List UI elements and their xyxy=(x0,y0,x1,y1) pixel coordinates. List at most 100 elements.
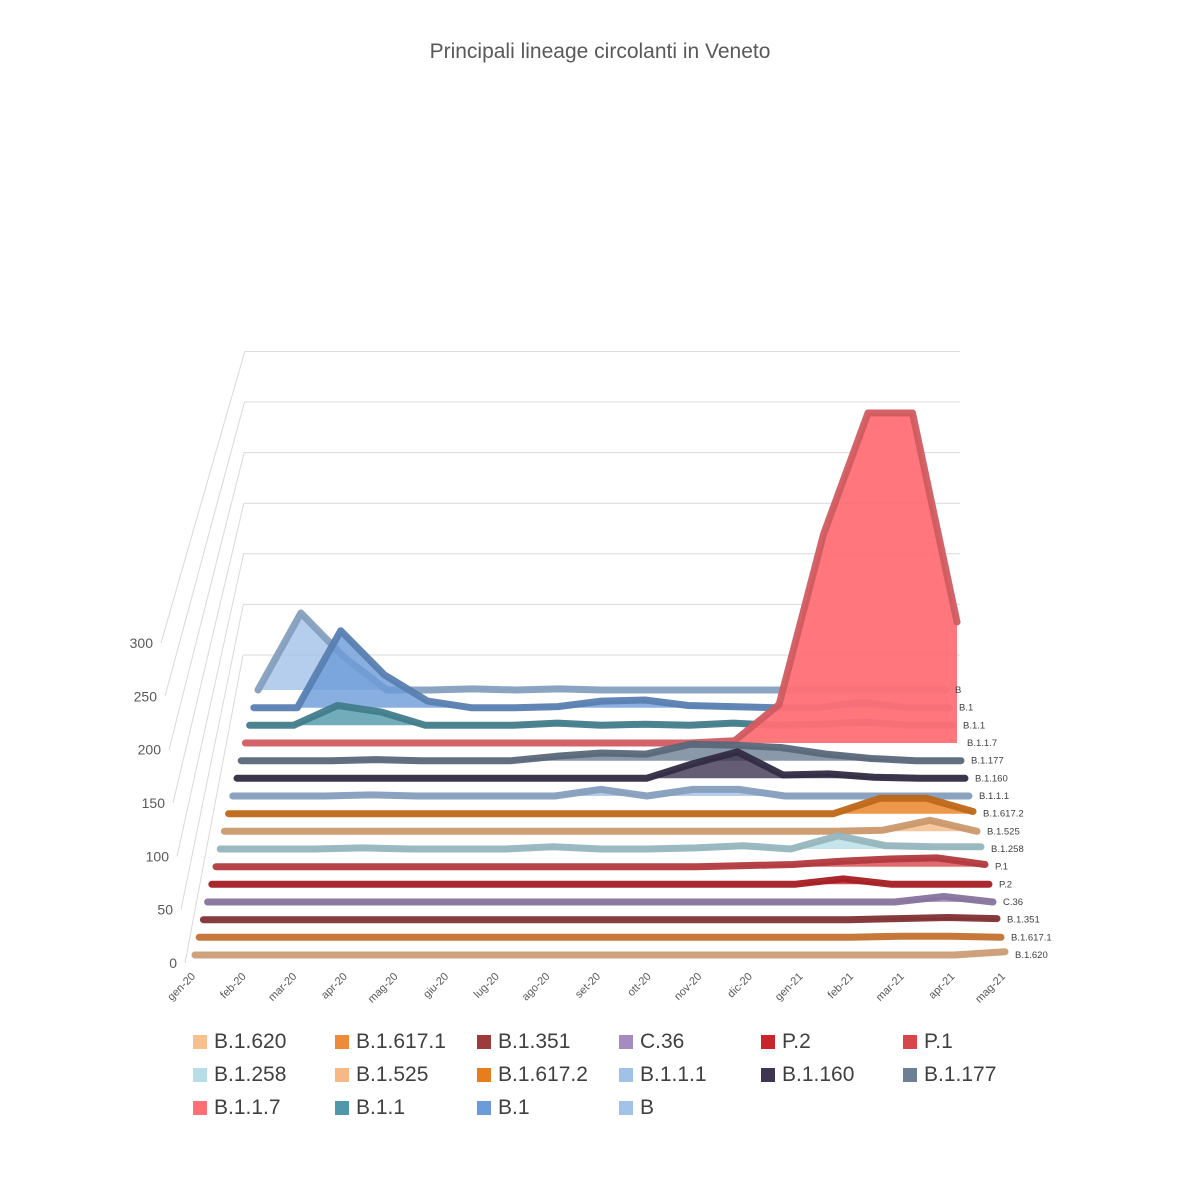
legend-label: B.1.1.1 xyxy=(640,1063,707,1086)
series-depth-label: B xyxy=(955,685,961,696)
series-depth-label: B.1.160 xyxy=(975,773,1008,784)
series-b-1-620 xyxy=(191,948,1009,959)
series-b-1-1-1 xyxy=(229,785,973,800)
x-tick-label: gen-21 xyxy=(773,971,806,1004)
gridline-side xyxy=(160,351,246,644)
legend-swatch xyxy=(193,1068,207,1082)
series-ribbon xyxy=(191,948,1009,959)
legend-item: B.1.620 xyxy=(193,1030,286,1054)
legend-label: P.2 xyxy=(782,1030,811,1053)
series-b-1-160 xyxy=(233,748,969,782)
x-tick-label: mag-20 xyxy=(366,971,401,1006)
x-tick-label: feb-20 xyxy=(218,971,249,1002)
y-tick-label: 150 xyxy=(142,795,166,811)
x-tick-label: lug-20 xyxy=(472,971,502,1001)
gridline-side xyxy=(176,553,245,857)
legend-item: B.1.1.7 xyxy=(193,1096,281,1120)
legend-label: B xyxy=(640,1096,655,1119)
x-tick-label: mar-20 xyxy=(266,971,299,1004)
series-ribbon xyxy=(208,875,993,888)
series-ribbon xyxy=(229,785,973,800)
series-ribbon xyxy=(195,932,1005,941)
series-b-1-351 xyxy=(199,914,1001,924)
legend-swatch xyxy=(193,1101,207,1115)
series-area xyxy=(224,820,977,832)
legend-label: B.1.258 xyxy=(214,1063,287,1086)
legend-swatch xyxy=(903,1068,917,1082)
legend-item: B.1.1.1 xyxy=(619,1063,707,1087)
series-depth-label: B.1.1.7 xyxy=(967,738,997,749)
legend-item: B.1.1 xyxy=(335,1096,405,1120)
legend-label: B.1.351 xyxy=(498,1030,571,1053)
legend-swatch xyxy=(903,1035,917,1049)
x-tick-label: ago-20 xyxy=(520,971,553,1004)
series-depth-label: B.1 xyxy=(959,703,973,714)
legend-item: B.1.525 xyxy=(335,1063,428,1087)
depth-axis-series-labels: B.1.620 B.1.617.1 B.1.351 C.36 P.2 P.1 B.1.258… xyxy=(955,685,1052,961)
y-tick-label: 300 xyxy=(130,635,154,651)
legend-label: P.1 xyxy=(924,1030,953,1053)
series-depth-label: B.1.620 xyxy=(1015,950,1048,961)
gridline-side xyxy=(180,604,244,910)
chart-series-layer xyxy=(191,409,1009,959)
legend-item: P.1 xyxy=(903,1030,953,1054)
series-ribbon xyxy=(212,854,989,871)
legend-label: B.1.525 xyxy=(356,1063,429,1086)
legend-item: B.1.160 xyxy=(761,1063,854,1087)
legend-label: B.1.1.7 xyxy=(214,1096,281,1119)
x-tick-label: mar-21 xyxy=(874,971,907,1004)
series-ribbon xyxy=(237,740,965,765)
legend-item: B.1.258 xyxy=(193,1063,286,1087)
gridline-side xyxy=(184,654,244,964)
series-depth-label: B.1.177 xyxy=(971,756,1004,767)
series-area xyxy=(253,630,950,708)
series-depth-label: B.1.1.1 xyxy=(979,791,1009,802)
series-c-36 xyxy=(204,893,997,906)
series-depth-label: B.1.617.2 xyxy=(983,809,1024,820)
series-depth-label: P.1 xyxy=(995,862,1008,873)
series-depth-label: P.2 xyxy=(999,879,1012,890)
series-ribbon xyxy=(199,914,1001,924)
legend-item: B xyxy=(619,1096,654,1120)
legend-label: B.1.1 xyxy=(356,1096,406,1119)
series-b-1-617-2 xyxy=(225,794,977,818)
x-tick-label: apr-21 xyxy=(927,971,958,1002)
legend-swatch xyxy=(477,1101,491,1115)
legend-swatch xyxy=(335,1068,349,1082)
x-tick-label: gen-20 xyxy=(165,971,198,1004)
series-ribbon xyxy=(204,893,997,906)
gridline-side xyxy=(168,452,245,750)
legend-swatch xyxy=(477,1068,491,1082)
series-depth-label: B.1.525 xyxy=(987,826,1020,837)
y-tick-label: 200 xyxy=(138,742,162,758)
legend-label: B.1.617.2 xyxy=(498,1063,588,1086)
legend-item: B.1 xyxy=(477,1096,530,1120)
series-b-1-1-7 xyxy=(241,409,961,747)
legend-label: B.1.177 xyxy=(924,1063,997,1086)
gridline-side xyxy=(172,503,245,804)
x-axis-tick-labels: gen-20 feb-20 mar-20 apr-20 mag-20 giu-20 lug-… xyxy=(165,971,1008,1006)
gridline-side xyxy=(164,401,245,697)
series-depth-label: B.1.617.1 xyxy=(1011,932,1052,943)
y-tick-label: 50 xyxy=(157,902,173,918)
legend-label: B.1.617.1 xyxy=(356,1030,446,1053)
x-tick-label: set-20 xyxy=(573,971,603,1001)
legend-item: P.2 xyxy=(761,1030,811,1054)
legend-item: C.36 xyxy=(619,1030,684,1054)
legend-label: B.1 xyxy=(498,1096,530,1119)
series-ribbon xyxy=(220,816,981,835)
legend-swatch xyxy=(619,1035,633,1049)
legend-label: B.1.160 xyxy=(782,1063,855,1086)
legend-item: B.1.177 xyxy=(903,1063,996,1087)
legend-swatch xyxy=(335,1101,349,1115)
lineage-chart: 0 50 100 150 200 250 300 gen-20 feb-20 mar-20 apr… xyxy=(130,350,1052,1006)
y-tick-label: 0 xyxy=(169,955,177,971)
legend-label: C.36 xyxy=(640,1030,685,1053)
y-axis-tick-labels: 0 50 100 150 200 250 300 xyxy=(130,635,178,971)
chart-title: Principali lineage circolanti in Veneto xyxy=(429,40,771,63)
x-tick-label: nov-20 xyxy=(672,971,704,1003)
legend-label: B.1.620 xyxy=(214,1030,287,1053)
series-depth-label: B.1.351 xyxy=(1007,915,1040,926)
series-ribbon xyxy=(225,794,977,818)
series-ribbon xyxy=(241,409,961,747)
